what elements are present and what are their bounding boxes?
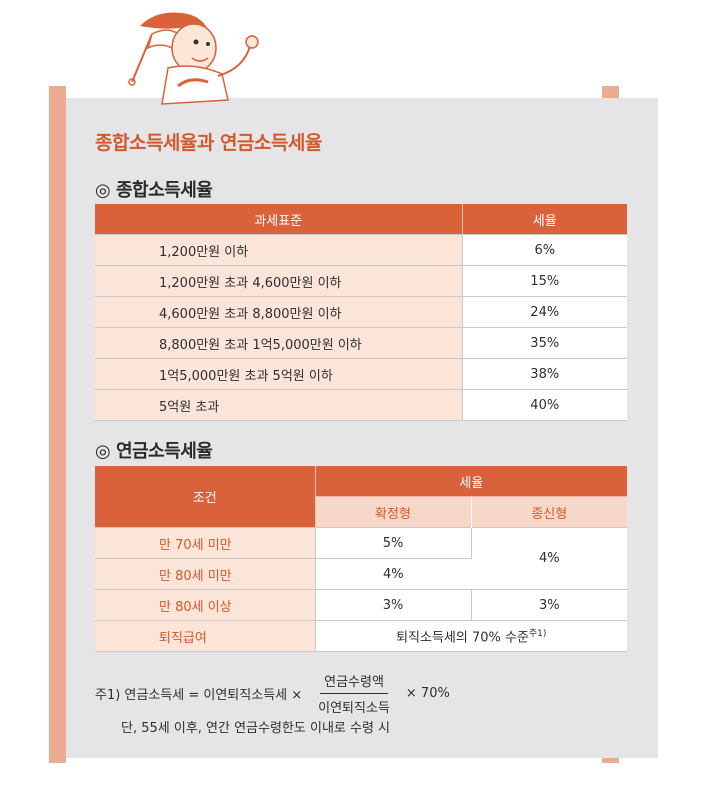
fixed-rate-cell: 5% [315,527,472,559]
tax-base-cell: 5억원 초과 [95,389,463,421]
footnote-condition: 단, 55세 이후, 연간 연금수령한도 이내로 수령 시 [121,721,391,736]
tax-rate-cell: 40% [462,389,627,421]
table-header-row: 과세표준 세율 [95,204,627,235]
table-row: 만 80세 미만 4% [95,558,627,590]
tax-base-cell: 1,200만원 이하 [95,234,463,266]
section-title-pension-tax: ◎ 연금소득세율 [95,441,213,462]
tax-rate-cell: 15% [462,265,627,297]
fixed-rate-cell: 4% [315,558,471,590]
pension-tax-table: 조건 세율 확정형 종신형 만 70세 미만 5% 4% 만 80세 미만 4%… [95,466,628,652]
tax-rate-cell: 35% [462,327,627,359]
header-condition: 조건 [95,466,316,528]
tax-rate-cell: 6% [462,234,627,266]
retirement-rate-cell: 퇴직소득세의 70% 수준주1) [315,620,628,652]
table-row: 만 80세 이상 3% 3% [95,589,628,621]
formula-prefix: 주1) 연금소득세 = 이연퇴직소득세 × [95,688,303,703]
lifetime-rate-cell: 4% [471,527,628,590]
fraction-numerator: 연금수령액 [320,671,388,694]
table-row: 5억원 초과 40% [95,389,627,421]
table-row: 8,800만원 초과 1억5,000만원 이하 35% [95,327,627,359]
formula-fraction: 연금수령액 이연퇴직소득 [314,671,394,716]
header-fixed-term: 확정형 [315,496,472,528]
footnote-marker: 주1) [528,629,547,640]
mascot-illustration [128,12,259,105]
tax-base-cell: 4,600만원 초과 8,800만원 이하 [95,296,463,328]
header-tax-base: 과세표준 [95,204,463,235]
table-row: 1,200만원 초과 4,600만원 이하 15% [95,265,627,297]
left-frame-bar [49,86,66,763]
tax-rate-cell: 38% [462,358,627,390]
lifetime-rate-cell: 3% [471,589,628,621]
footnote-formula: 주1) 연금소득세 = 이연퇴직소득세 × 연금수령액 이연퇴직소득 × 70% [95,671,450,716]
tax-rate-cell: 24% [462,296,627,328]
section-title-comprehensive-tax: ◎ 종합소득세율 [95,180,213,201]
header-lifetime: 종신형 [471,496,628,528]
condition-cell: 퇴직급여 [95,620,316,652]
header-tax-rate: 세율 [462,204,627,235]
formula-suffix: × 70% [405,686,450,701]
table-row: 만 70세 미만 5% 4% [95,527,628,590]
table-row: 퇴직급여 퇴직소득세의 70% 수준주1) [95,620,628,652]
tax-base-cell: 8,800만원 초과 1억5,000만원 이하 [95,327,463,359]
retirement-rate-text: 퇴직소득세의 70% 수준 [396,630,529,646]
table-subheader-row: 확정형 종신형 [95,496,628,528]
table-row: 1억5,000만원 초과 5억원 이하 38% [95,358,627,390]
table-row: 4,600만원 초과 8,800만원 이하 24% [95,296,627,328]
fraction-denominator: 이연퇴직소득 [318,701,390,716]
tax-base-cell: 1억5,000만원 초과 5억원 이하 [95,358,463,390]
main-title: 종합소득세율과 연금소득세율 [95,132,322,154]
condition-cell: 만 80세 미만 [95,558,316,590]
comprehensive-tax-table: 과세표준 세율 1,200만원 이하 6% 1,200만원 초과 4,600만원… [95,204,627,421]
header-rate: 세율 [315,466,628,497]
table-header-row: 조건 세율 [95,466,628,528]
condition-cell: 만 80세 이상 [95,589,316,621]
condition-cell: 만 70세 미만 [95,527,316,559]
table-row: 1,200만원 이하 6% [95,234,627,266]
fixed-rate-cell: 3% [315,589,472,621]
tax-base-cell: 1,200만원 초과 4,600만원 이하 [95,265,463,297]
